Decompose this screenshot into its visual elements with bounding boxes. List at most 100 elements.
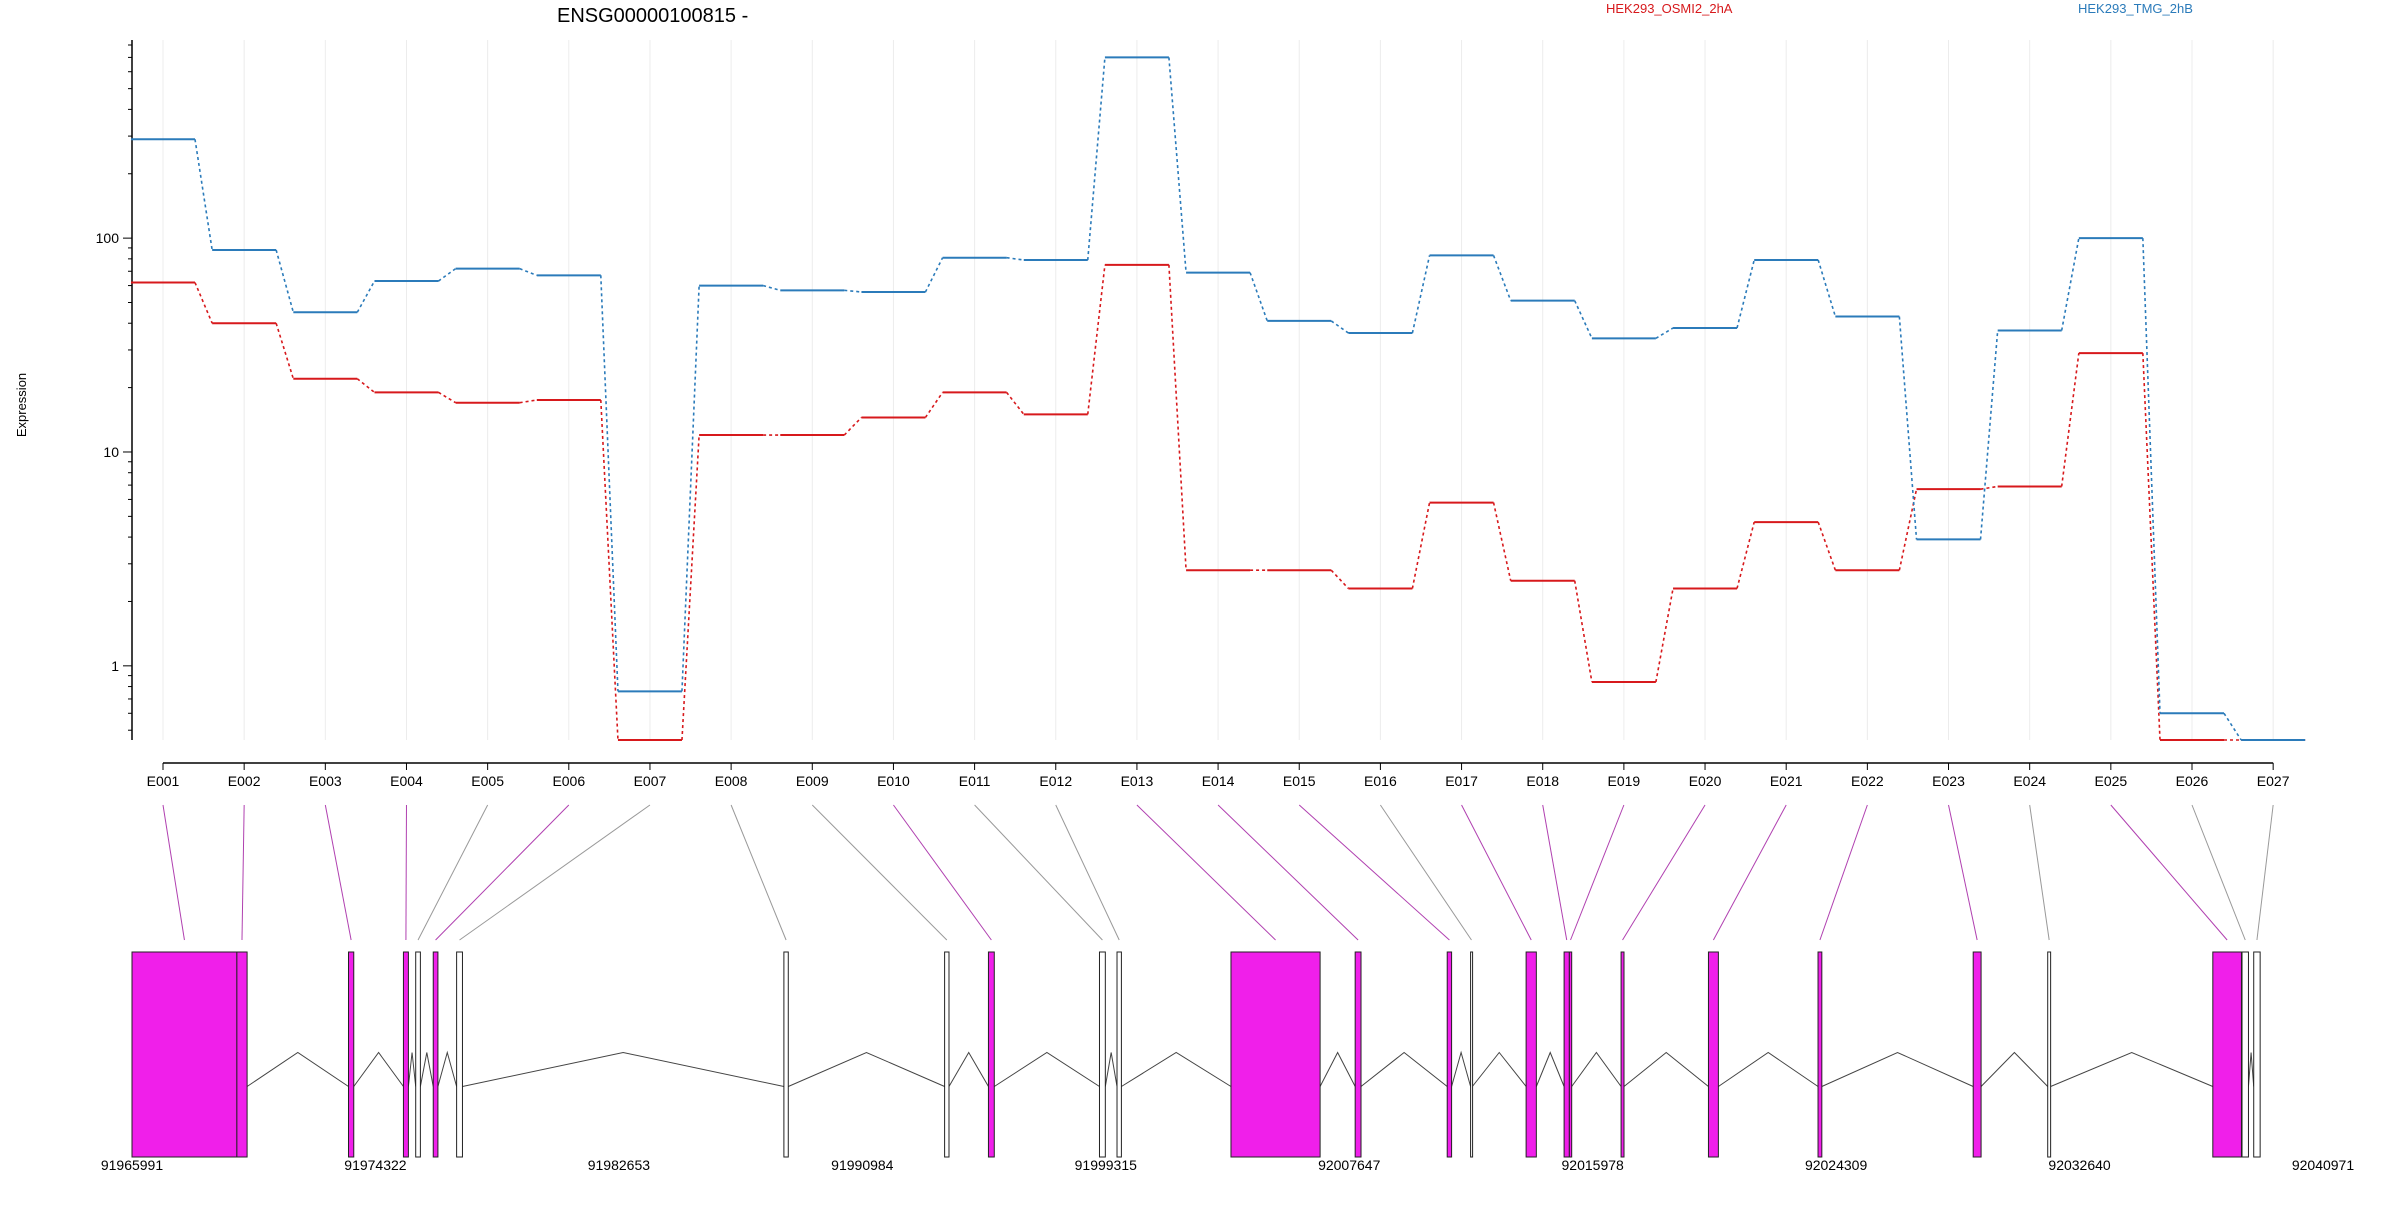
series-0-step — [924, 391, 944, 418]
genomic-coordinate-label: 92007647 — [1318, 1157, 1381, 1173]
x-tick-label: E009 — [796, 773, 829, 789]
exon-E017 — [1525, 951, 1537, 1158]
series-0-step — [275, 322, 295, 379]
x-tick-label: E010 — [877, 773, 910, 789]
intron — [407, 1052, 417, 1087]
series-1-step — [600, 275, 619, 692]
series-1-step — [519, 267, 538, 277]
legend-series-0: HEK293_OSMI2_2hA — [1606, 1, 1733, 16]
exon-connectors — [162, 804, 2274, 941]
connector-E019 — [1570, 804, 1625, 941]
axes: 1 10 100 E001 E002 E003 E004 E005 E006 E007 E008 E0… — [96, 40, 2290, 789]
intron — [419, 1052, 434, 1087]
x-tick-label: E005 — [471, 773, 504, 789]
x-tick-label: E018 — [1526, 773, 1559, 789]
connector-E023 — [1948, 804, 1978, 941]
series-0-step — [438, 391, 457, 404]
connector-E016 — [1379, 804, 1472, 941]
intron — [1360, 1051, 1448, 1087]
series-1-step — [1330, 320, 1349, 334]
exon-E005 — [415, 951, 421, 1158]
series-1-step — [1573, 300, 1593, 339]
connector-E027 — [2256, 804, 2274, 941]
series-0-step — [1817, 521, 1837, 571]
intron — [1121, 1051, 1232, 1087]
connector-E018 — [1542, 804, 1568, 941]
series-0-step — [1898, 489, 1918, 571]
series-1-step — [681, 285, 700, 692]
y-tick-label: 100 — [96, 230, 120, 246]
exon-E027 — [2253, 951, 2261, 1158]
connector-E026 — [2191, 804, 2246, 941]
series-0-step — [1330, 569, 1349, 590]
genomic-coordinate-label: 92024309 — [1805, 1157, 1868, 1173]
series-0-step — [600, 399, 619, 741]
connector-E010 — [893, 804, 992, 941]
series-1-step — [1249, 272, 1268, 322]
series-1-step — [762, 284, 781, 292]
x-tick-label: E019 — [1608, 773, 1641, 789]
series-1-step — [194, 139, 213, 251]
x-tick-label: E012 — [1039, 773, 1072, 789]
series-0-step — [1980, 485, 1998, 490]
exon-E022 — [1817, 951, 1823, 1158]
series-layer — [131, 56, 2306, 741]
exon-E009 — [944, 951, 950, 1158]
x-tick-label: E022 — [1851, 773, 1884, 789]
series-0-step — [1736, 521, 1755, 589]
connector-E006 — [435, 804, 570, 941]
intron — [462, 1051, 784, 1087]
x-tick-label: E008 — [715, 773, 748, 789]
intron — [1821, 1051, 1974, 1087]
intron — [1623, 1051, 1709, 1087]
series-1-step — [924, 257, 944, 293]
genomic-coordinate-label: 91982653 — [588, 1157, 651, 1173]
exon-E020 — [1620, 951, 1625, 1158]
x-tick-label: E020 — [1689, 773, 1722, 789]
series-1-step — [1168, 57, 1187, 273]
exon-E018 — [1563, 951, 1570, 1158]
series-0-step — [843, 416, 863, 436]
connector-E025 — [2110, 804, 2228, 941]
gene-model: 91965991 91974322 91982653 91990984 91999315… — [101, 951, 2355, 1173]
exon-E019 — [1568, 951, 1573, 1158]
exon-E023 — [1972, 951, 1982, 1158]
series-1-step — [844, 289, 862, 293]
genomic-coordinate-label: 92040971 — [2292, 1157, 2355, 1173]
series-1-step — [438, 267, 457, 282]
exon-E015 — [1446, 951, 1453, 1158]
exon-E024 — [2047, 951, 2052, 1158]
exon-E006 — [432, 951, 439, 1158]
exon-E025 — [2212, 951, 2242, 1158]
series-0-step — [2060, 352, 2080, 487]
connector-E002 — [241, 804, 245, 941]
connector-E007 — [459, 804, 651, 941]
genomic-coordinate-label: 92015978 — [1562, 1157, 1625, 1173]
intron — [1535, 1051, 1565, 1087]
connector-E020 — [1622, 804, 1706, 941]
series-1-step — [1898, 316, 1918, 540]
x-tick-label: E014 — [1202, 773, 1235, 789]
exon-E016 — [1470, 951, 1474, 1158]
series-1-step — [1979, 330, 1999, 540]
x-tick-label: E007 — [634, 773, 667, 789]
connector-E009 — [811, 804, 948, 941]
intron — [1104, 1052, 1118, 1087]
connector-E024 — [2029, 804, 2050, 941]
series-0-step — [519, 399, 537, 404]
connector-E001 — [162, 804, 185, 941]
exon-E001 — [131, 951, 238, 1158]
x-tick-label: E023 — [1932, 773, 1965, 789]
exon-E013 — [1230, 951, 1321, 1158]
series-0-step — [1005, 391, 1025, 415]
connector-E015 — [1298, 804, 1450, 941]
intron — [1980, 1051, 2049, 1087]
series-1 — [131, 56, 2306, 741]
series-0-step — [1168, 264, 1187, 571]
series-1-step — [275, 249, 295, 313]
x-tick-label: E004 — [390, 773, 423, 789]
connector-E012 — [1055, 804, 1120, 941]
exon-E010 — [987, 951, 995, 1158]
exon-E014 — [1354, 951, 1362, 1158]
